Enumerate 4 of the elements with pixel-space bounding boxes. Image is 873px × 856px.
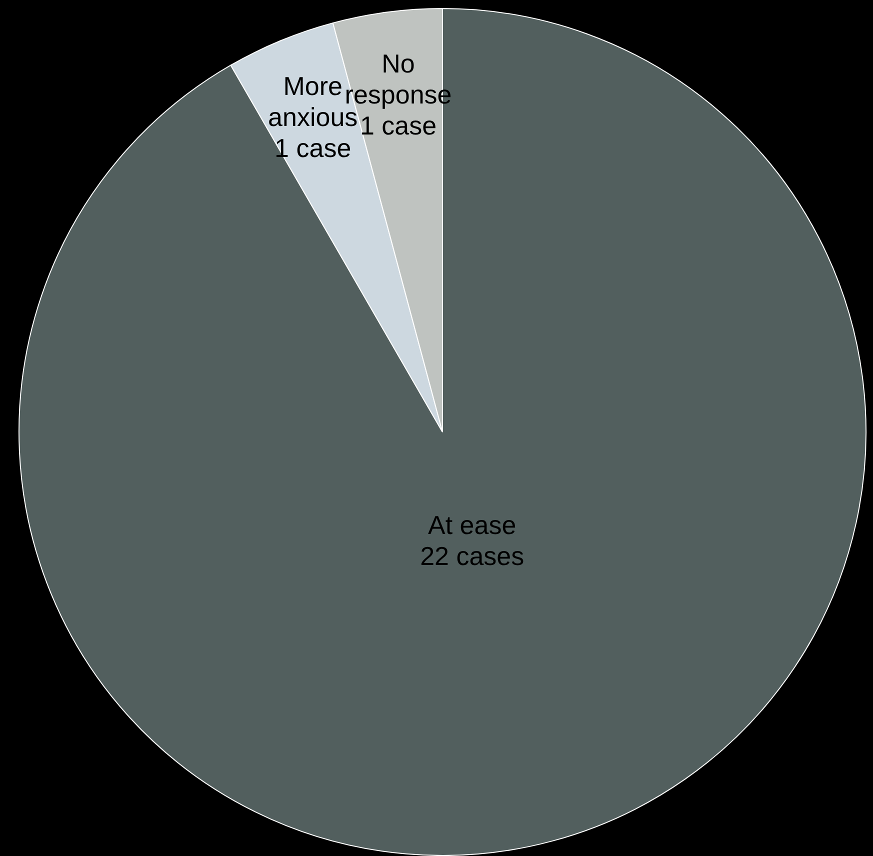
slice-label: At ease <box>428 510 516 540</box>
data-label: 22 cases <box>420 541 524 572</box>
data-label: 1 case <box>360 110 437 140</box>
data-label: 1 case <box>274 133 352 164</box>
